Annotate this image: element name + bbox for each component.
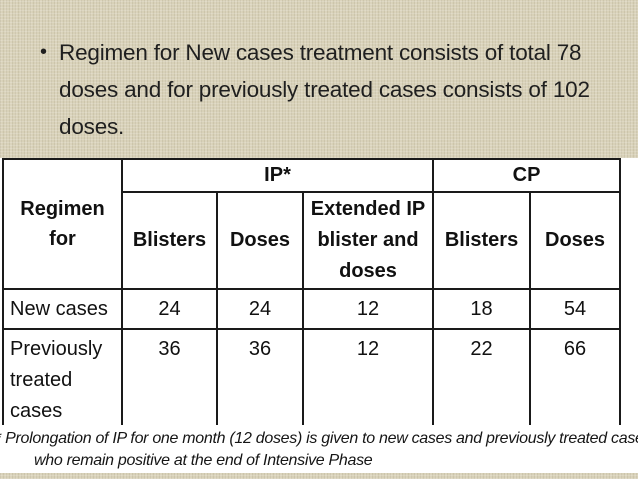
table-group-header-row: Regimen for IP* CP xyxy=(2,158,622,290)
slide-title-area: • Regimen for New cases treatment consis… xyxy=(0,0,638,158)
bottom-strip xyxy=(0,473,638,479)
ip-blisters-header-cell: Blisters xyxy=(121,191,218,290)
data-cell: 24 xyxy=(121,288,218,330)
footnote-line-2: who remain positive at the end of Intens… xyxy=(34,452,373,469)
table-row-previously-treated: Previously treated cases 36 36 12 22 66 xyxy=(2,328,622,430)
cp-doses-header-cell: Doses xyxy=(529,191,622,290)
extended-ip-header-cell: Extended IP blister and doses xyxy=(301,191,435,290)
table-subheader-row: Blisters Doses Extended IP blister and d… xyxy=(3,191,622,290)
row-label-cell: Previously treated cases xyxy=(2,328,123,430)
data-cell: 22 xyxy=(432,328,532,430)
table-row-new-cases: New cases 24 24 12 18 54 xyxy=(2,288,622,330)
data-cell: 12 xyxy=(301,328,435,430)
footnote: * Prolongation of IP for one month (12 d… xyxy=(0,425,638,473)
footnote-line-1: * Prolongation of IP for one month (12 d… xyxy=(0,430,638,447)
ip-group-header-cell: IP* xyxy=(120,158,435,193)
data-cell: 24 xyxy=(216,288,304,330)
cp-group-header-cell: CP xyxy=(432,158,622,193)
row-label-cell: New cases xyxy=(2,288,123,330)
data-cell: 54 xyxy=(529,288,622,330)
cp-blisters-header-cell: Blisters xyxy=(432,191,532,290)
bullet-text: Regimen for New cases treatment consists… xyxy=(59,40,590,139)
dose-table: Regimen for IP* CP Blisters Doses Extend… xyxy=(2,158,622,430)
regimen-for-header-cell: Regimen for xyxy=(2,158,123,290)
data-cell: 36 xyxy=(121,328,218,430)
data-cell: 12 xyxy=(301,288,435,330)
data-cell: 18 xyxy=(432,288,532,330)
data-cell: 66 xyxy=(529,328,622,430)
bullet-item: • Regimen for New cases treatment consis… xyxy=(0,0,638,145)
table-area: Regimen for IP* CP Blisters Doses Extend… xyxy=(0,158,638,430)
bullet-glyph: • xyxy=(40,41,48,63)
data-cell: 36 xyxy=(216,328,304,430)
ip-doses-header-cell: Doses xyxy=(216,191,304,290)
